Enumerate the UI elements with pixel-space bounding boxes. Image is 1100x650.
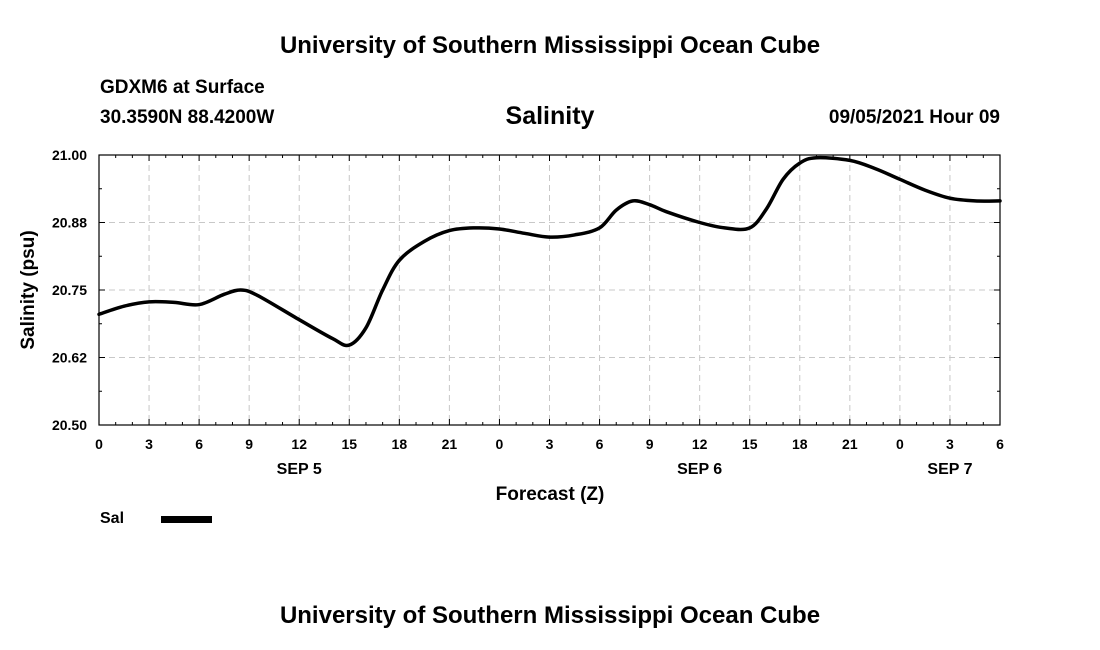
y-tick-label: 20.62 (52, 350, 87, 366)
series-point (765, 208, 768, 210)
series-point (98, 313, 100, 316)
series-point (615, 209, 618, 211)
series-point (365, 327, 367, 329)
series-point (548, 236, 551, 238)
y-tick-label: 21.00 (52, 147, 87, 163)
series-point (698, 221, 701, 224)
x-tick-label: 18 (392, 436, 408, 452)
date-label: SEP 7 (927, 461, 972, 478)
series-point (598, 227, 601, 229)
x-tick-label: 9 (646, 436, 654, 452)
series-point (423, 240, 426, 243)
x-tick-label: 3 (546, 436, 554, 452)
series-point (573, 234, 576, 236)
series-point (523, 232, 526, 235)
series-point (999, 200, 1001, 202)
series-line-sal (97, 155, 1002, 348)
y-tick-label: 20.88 (52, 215, 87, 231)
series-point (798, 162, 801, 164)
station-name: GDXM6 at Surface (100, 77, 265, 98)
series-point (849, 159, 851, 162)
series-point (256, 294, 259, 297)
series-point (974, 200, 976, 202)
station-coordinates: 30.3590N 88.4200W (100, 107, 275, 128)
plot-frame (98, 154, 1001, 426)
series-point (473, 227, 476, 229)
x-tick-label: 0 (896, 436, 904, 452)
series-point (498, 228, 501, 230)
x-tick-label: 6 (996, 436, 1004, 452)
series-point (748, 227, 751, 229)
date-label: SEP 6 (677, 461, 722, 478)
series-point (949, 197, 951, 199)
x-tick-label: 0 (496, 436, 504, 452)
series-point (782, 178, 784, 181)
series-point (815, 156, 818, 159)
series-point (348, 344, 351, 346)
series-point (381, 289, 384, 291)
series-point (240, 289, 242, 291)
series-point (665, 210, 668, 213)
series-point (648, 203, 651, 206)
x-axis-title: Forecast (Z) (496, 484, 605, 505)
chart-title: Salinity (505, 102, 595, 130)
y-tick-label: 20.50 (52, 417, 87, 433)
series-point (198, 303, 200, 306)
x-tick-label: 9 (245, 436, 253, 452)
series-point (448, 229, 451, 232)
x-tick-label: 6 (195, 436, 203, 452)
x-tick-label: 0 (95, 436, 103, 452)
x-tick-label: 15 (341, 436, 357, 452)
series-point (632, 200, 634, 202)
series-point (331, 337, 334, 340)
series-point (924, 189, 926, 191)
series-point (298, 318, 301, 321)
x-tick-label: 21 (442, 436, 458, 452)
series-point (899, 178, 901, 181)
y-axis-title: Salinity (psu) (18, 230, 39, 349)
y-tick-label: 20.75 (52, 282, 87, 298)
date-label: SEP 5 (277, 461, 322, 478)
x-tick-label: 21 (842, 436, 858, 452)
series-point (123, 305, 125, 308)
x-tick-label: 12 (291, 436, 307, 452)
axes-layer: 0 3 6 9 12 15 18 21 0 3 6 9 12 15 18 21 0 3 6 20.50 20.62 20.… (52, 147, 1004, 478)
forecast-datetime: 09/05/2021 Hour 09 (828, 107, 1000, 128)
x-tick-label: 18 (792, 436, 808, 452)
series-layer (97, 155, 1002, 348)
page-header-title: University of Southern Mississippi Ocean… (279, 32, 821, 59)
series-point (398, 259, 401, 262)
x-tick-label: 3 (946, 436, 954, 452)
legend-swatch (161, 516, 212, 523)
x-tick-label: 15 (742, 436, 758, 452)
x-tick-label: 6 (596, 436, 604, 452)
series-point (173, 301, 175, 304)
legend-label: Sal (100, 510, 125, 527)
series-point (874, 167, 876, 170)
x-tick-label: 12 (692, 436, 708, 452)
series-point (723, 227, 726, 229)
x-tick-label: 3 (145, 436, 153, 452)
series-point (148, 301, 150, 303)
series-point (223, 293, 225, 296)
page-footer-title: University of Southern Mississippi Ocean… (279, 602, 821, 629)
